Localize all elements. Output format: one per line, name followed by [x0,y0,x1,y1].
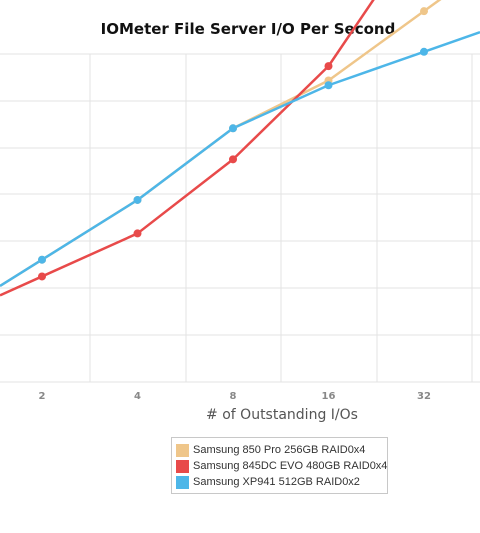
data-point-s2-1 [133,195,142,204]
data-point-s1-0 [38,272,46,281]
x-axis-label: # of Outstanding I/Os [206,407,358,423]
data-point-s0-4 [420,7,428,16]
legend-swatch-850-pro [176,443,189,457]
data-point-s1-3 [324,62,333,71]
legend-label: Samsung XP941 512GB RAID0x2 [193,476,360,488]
chart-title: IOMeter File Server I/O Per Second [100,20,396,38]
x-tick-label-2: 2 [39,391,46,402]
series-line-2 [0,30,480,288]
legend-swatch-845dc-evo [176,459,189,473]
legend: Samsung 850 Pro 256GB RAID0x4 Samsung 84… [171,437,388,494]
data-point-s1-1 [133,229,142,238]
data-point-s2-3 [324,81,333,90]
grid-lines [0,53,480,383]
data-point-s2-2 [229,124,237,133]
x-tick-label-4: 4 [134,391,141,402]
x-tick-label-8: 8 [230,391,237,402]
data-point-s2-4 [420,47,428,56]
series-points [38,7,428,281]
legend-item-850-pro: Samsung 850 Pro 256GB RAID0x4 [176,442,387,458]
legend-item-845dc-evo: Samsung 845DC EVO 480GB RAID0x4 [176,458,387,474]
x-tick-label-16: 16 [322,391,336,402]
legend-label: Samsung 850 Pro 256GB RAID0x4 [193,444,366,456]
legend-item-xp941: Samsung XP941 512GB RAID0x2 [176,474,387,490]
data-point-s1-2 [229,155,237,164]
legend-swatch-xp941 [176,475,189,489]
data-point-s2-0 [38,255,46,264]
x-tick-labels: 2 4 8 16 32 [39,391,431,402]
series-line-0 [0,0,442,288]
legend-label: Samsung 845DC EVO 480GB RAID0x4 [193,460,388,472]
x-tick-label-32: 32 [417,391,431,402]
